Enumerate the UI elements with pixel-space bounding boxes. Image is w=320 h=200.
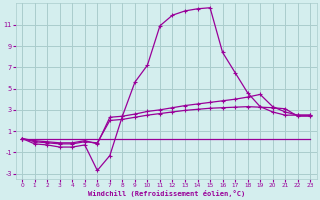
X-axis label: Windchill (Refroidissement éolien,°C): Windchill (Refroidissement éolien,°C) (88, 190, 245, 197)
